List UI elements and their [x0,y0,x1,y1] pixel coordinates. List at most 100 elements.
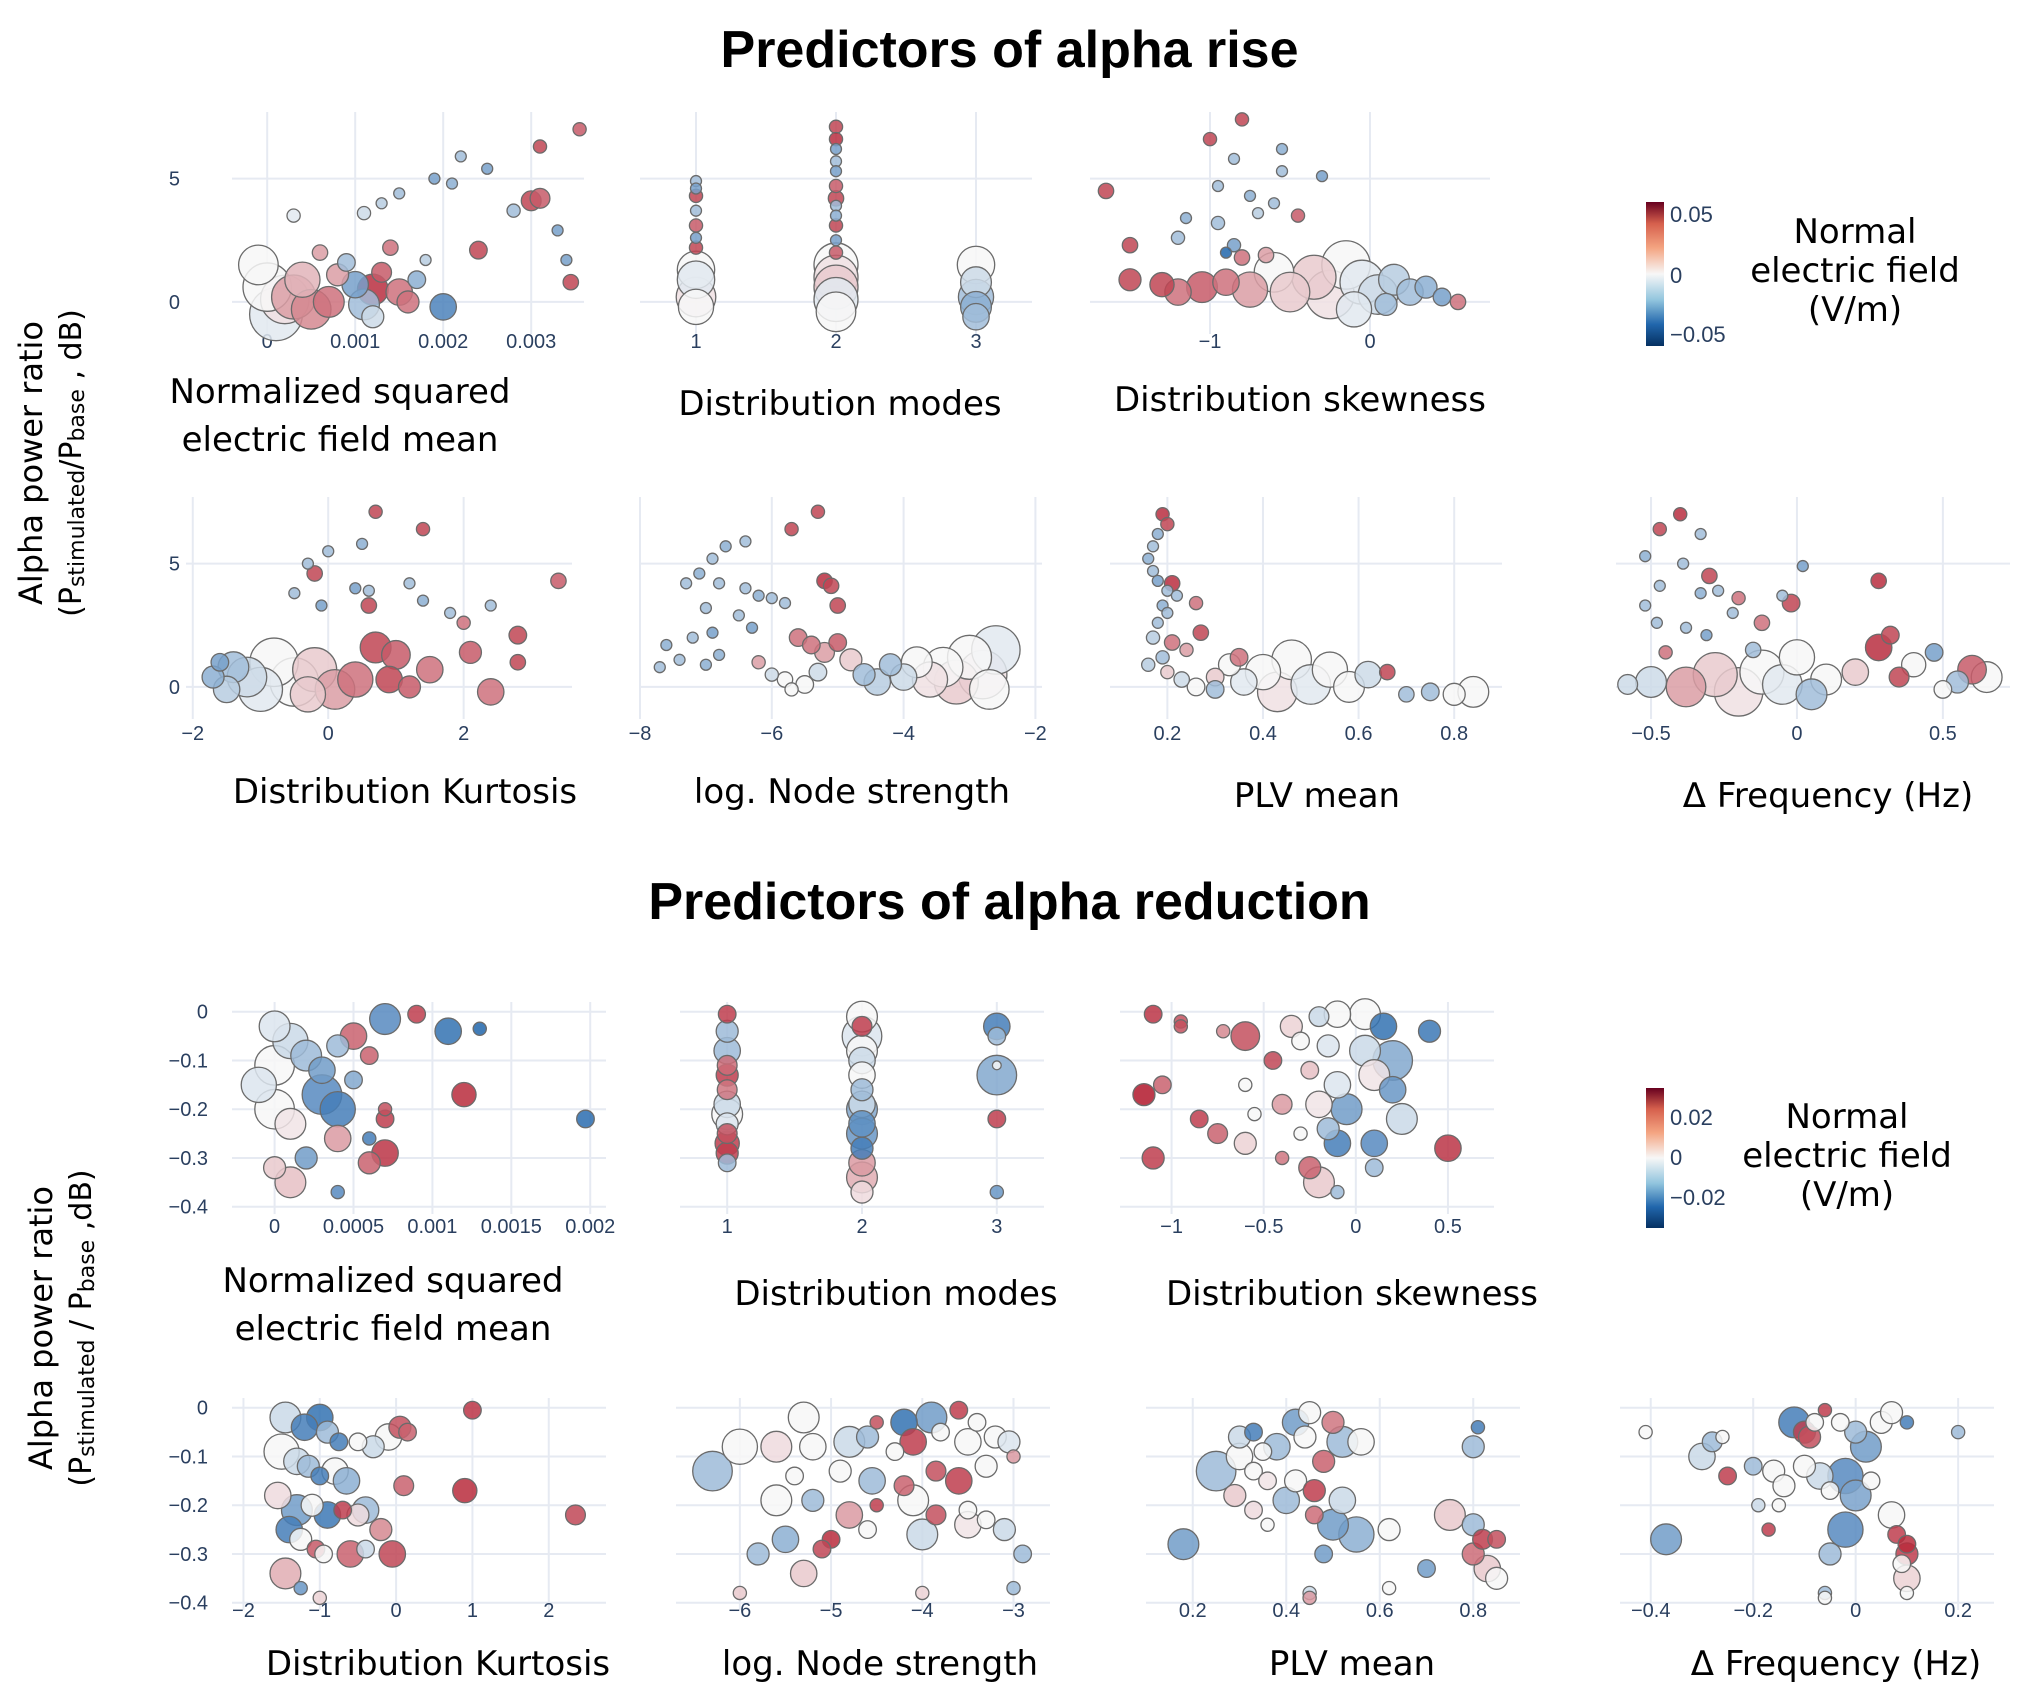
data-point [739,582,752,595]
data-point [1484,1566,1509,1590]
data-point [355,537,369,551]
scatter-plot-rise-freq: −0.5 0 0.5 [1616,497,2010,745]
scatter-plot-rise-efield: 0 0.001 0.002 0.003 0 5 [169,112,587,353]
data-point [1151,574,1164,588]
x-tick-label: −4 [911,1600,934,1622]
data-point [1761,1522,1776,1537]
data-point [1950,1424,1966,1440]
data-point [732,609,746,622]
scatter-plot-rise-modes: 1 2 3 [640,112,1032,353]
data-point [716,1123,738,1145]
data-point [1417,1559,1436,1579]
data-point [382,239,399,257]
colorbar-tick-label: 0 [1670,1145,1682,1170]
x-axis-title-line: log. Node strength [721,1644,1039,1684]
x-axis-title-line: electric field mean [181,420,499,460]
data-point [368,504,383,520]
x-tick-label: 2 [543,1600,554,1622]
section-title-reduction: Predictors of alpha reduction [648,873,1371,931]
x-tick-label: 0.8 [1459,1600,1487,1622]
data-point [1316,1117,1340,1141]
x-tick-label: 0 [1791,723,1802,745]
data-point [784,682,799,697]
data-point [1170,230,1186,246]
data-point [407,270,427,290]
data-point [1442,682,1466,706]
data-point [1274,1150,1290,1166]
data-point [1173,671,1191,688]
data-point [1711,584,1725,597]
data-point [1302,1478,1326,1503]
data-point [1449,293,1467,311]
data-point [1251,206,1265,220]
data-point [1207,1123,1229,1145]
data-point [377,1101,393,1117]
data-point [760,1484,793,1517]
data-point [419,253,432,267]
x-axis-title: Distribution modes [620,380,1060,428]
data-point [550,572,567,590]
data-point [508,625,528,645]
colorbar-tick-label: −0.02 [1670,1185,1726,1210]
x-tick-label: 0 [1350,1216,1361,1238]
data-point [1335,291,1373,328]
x-tick-label: 0.003 [506,331,556,353]
data-point [851,1015,873,1037]
scatter-plot-red-plv: 0.2 0.4 0.6 0.8 [1146,1398,1520,1622]
data-point [306,565,324,582]
data-point [429,293,458,321]
data-point [1152,1075,1172,1095]
data-point [576,1109,595,1129]
data-point [333,1500,353,1520]
data-point [1679,621,1693,634]
scatter-plot-red-kurt: −2 −1 0 1 2 0 −0.1 −0.2 −0.3 −0.4 [169,1398,606,1622]
x-axis-title: log. Node strength [632,768,1072,816]
data-point [717,1153,737,1173]
data-point [1718,1466,1738,1486]
data-point [1617,673,1639,696]
x-tick-label: 0.2 [1153,723,1181,745]
data-point [284,261,321,298]
data-point [689,204,703,217]
x-tick-label: 0.0015 [481,1216,542,1238]
data-point [1323,1071,1352,1099]
data-point [332,1467,361,1495]
data-point [962,302,990,331]
data-point [506,203,521,218]
data-point [1877,1501,1906,1529]
data-point [699,658,713,671]
data-point [378,1540,407,1568]
data-point [1097,182,1115,200]
x-tick-label: −5 [820,1600,843,1622]
data-point [1186,677,1206,697]
data-point [1385,1102,1418,1136]
data-point [308,1056,336,1085]
colorbar-title-reduction: Normal electric field (V/m) [1742,1097,1952,1215]
data-point [1146,564,1160,578]
data-point [293,1580,308,1596]
data-point [987,1026,1007,1046]
data-point [1743,1456,1763,1476]
data-point [1899,1415,1915,1430]
data-point [997,1430,1021,1454]
data-point [1933,679,1953,699]
data-point [1202,131,1218,147]
data-point [416,594,430,607]
data-point [443,606,457,620]
data-point [361,305,385,329]
data-point [407,1004,427,1024]
data-point [289,676,327,713]
data-point [369,1517,393,1542]
data-point [925,1460,947,1482]
data-point [1870,572,1888,590]
data-point [1300,1060,1320,1080]
data-point [1212,268,1240,297]
data-point [362,1131,377,1146]
data-point [850,1136,874,1160]
x-tick-label: −3 [1002,1600,1025,1622]
data-point [1378,663,1396,681]
data-point [1006,1580,1021,1596]
data-point [1879,1400,1904,1425]
data-point [787,1401,820,1434]
